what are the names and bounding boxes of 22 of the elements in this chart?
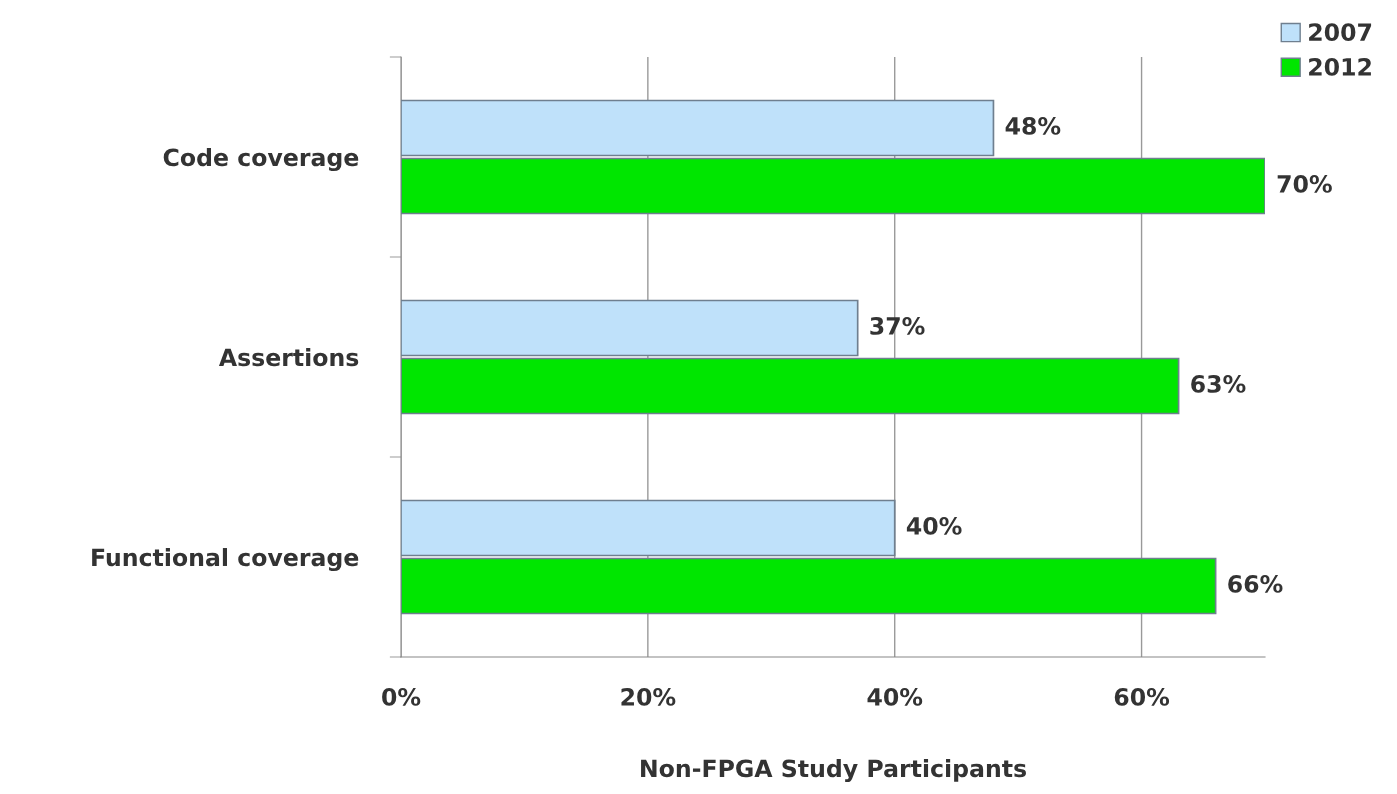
bar [401, 499, 896, 557]
bar [401, 99, 995, 157]
x-tick-label: 20% [621, 687, 676, 706]
bar [401, 357, 1180, 415]
x-axis-title: Non-FPGA Study Participants [641, 759, 1026, 783]
bar [401, 299, 859, 357]
data-label: 48% [1005, 116, 1061, 135]
x-tick-label: 0% [382, 687, 421, 706]
data-label: 66% [1228, 574, 1283, 593]
data-label: 40% [906, 516, 962, 535]
x-tick-label: 40% [867, 687, 923, 706]
data-label: 63% [1191, 374, 1246, 393]
bar [401, 557, 1217, 615]
data-label: 70% [1277, 174, 1332, 193]
legend-label: 2007 [1309, 23, 1372, 42]
y-tick-label: Assertions [218, 348, 359, 367]
x-tick-label: 60% [1114, 687, 1170, 706]
data-label: 37% [870, 316, 925, 335]
bar [401, 157, 1265, 215]
y-tick-label: Functional coverage [92, 548, 359, 572]
y-tick-label: Code coverage [163, 148, 359, 172]
legend-label: 2012 [1309, 57, 1371, 76]
